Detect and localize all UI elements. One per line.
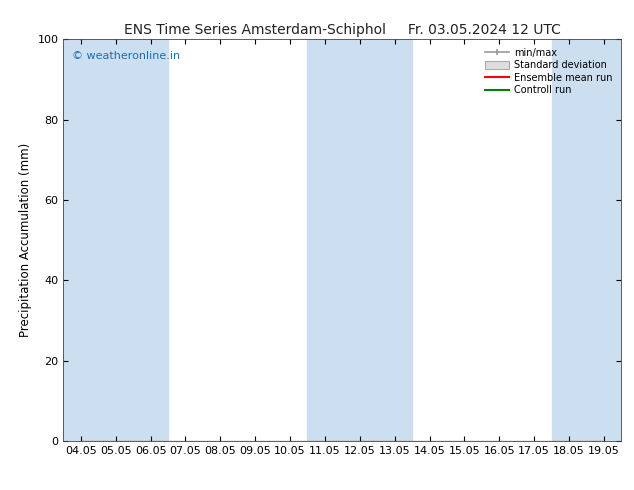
Bar [552, 39, 621, 441]
Y-axis label: Precipitation Accumulation (mm): Precipitation Accumulation (mm) [19, 143, 32, 337]
Bar [307, 39, 412, 441]
Legend: min/max, Standard deviation, Ensemble mean run, Controll run: min/max, Standard deviation, Ensemble me… [481, 44, 616, 99]
Title: ENS Time Series Amsterdam-Schiphol     Fr. 03.05.2024 12 UTC: ENS Time Series Amsterdam-Schiphol Fr. 0… [124, 23, 561, 37]
Text: © weatheronline.in: © weatheronline.in [72, 51, 180, 61]
Bar [63, 39, 168, 441]
